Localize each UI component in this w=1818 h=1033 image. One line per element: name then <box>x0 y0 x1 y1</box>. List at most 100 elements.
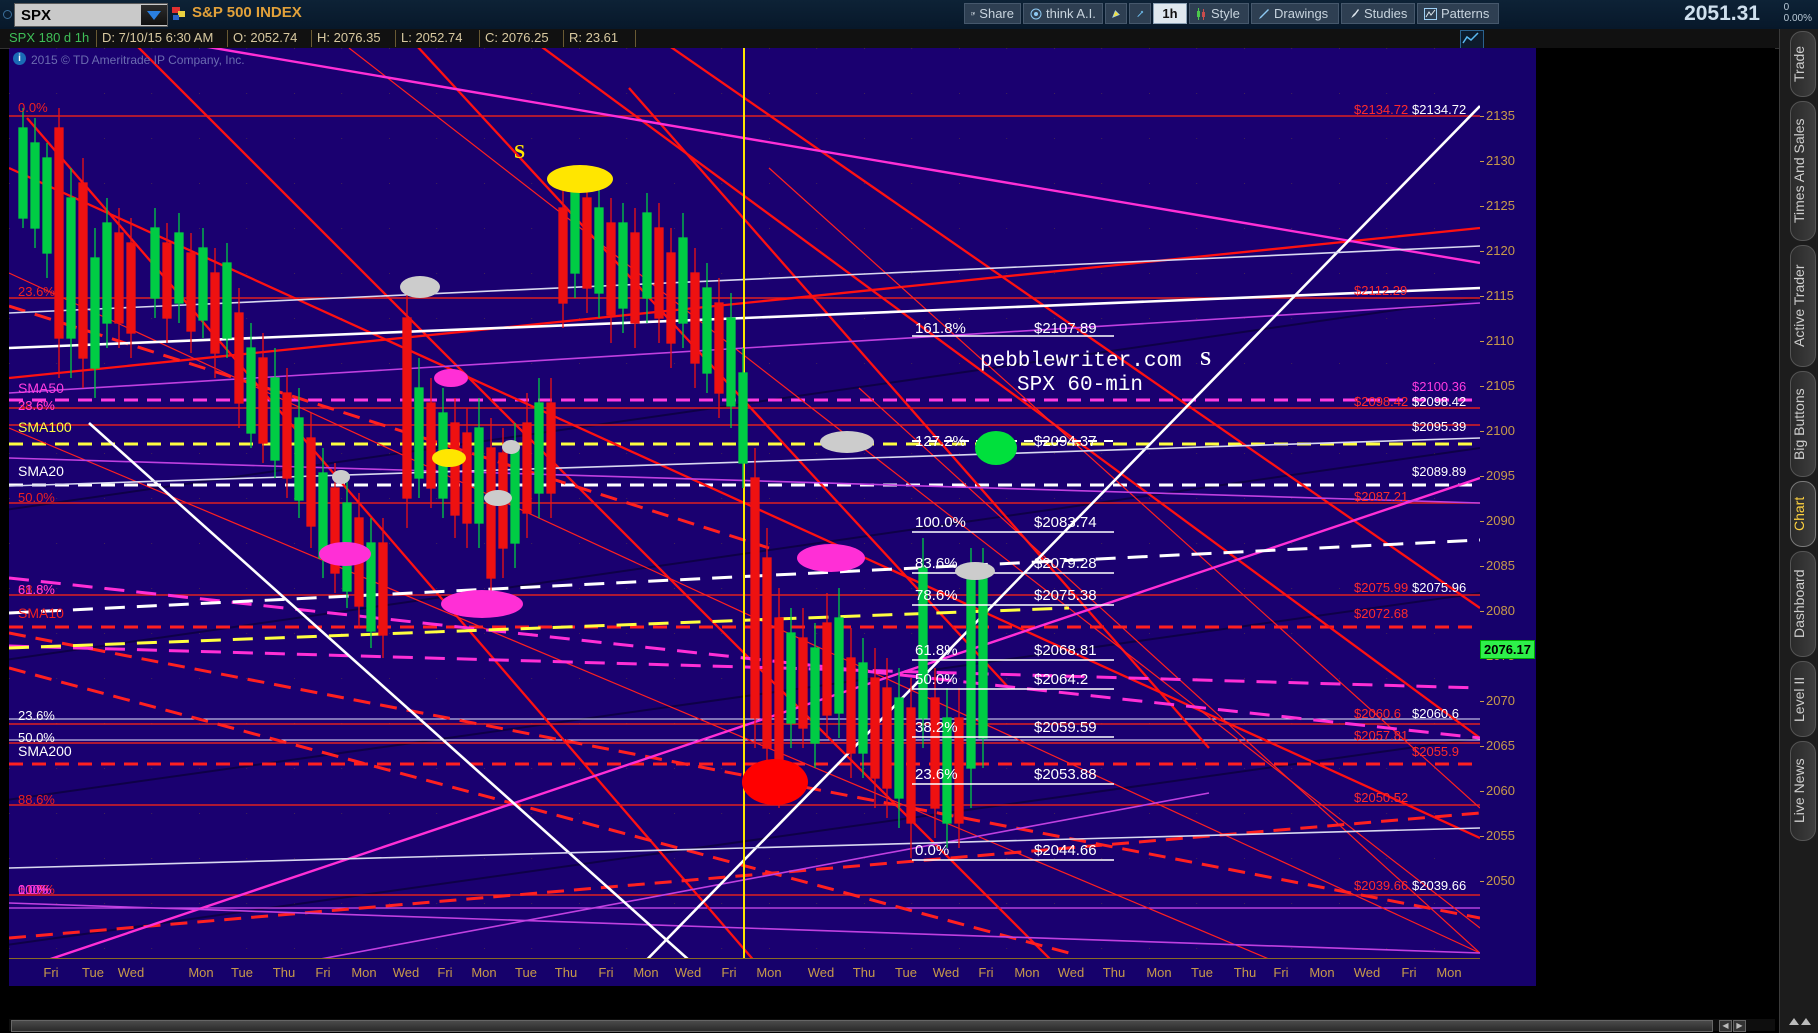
time-tick: Wed <box>674 965 702 980</box>
time-tick: Wed <box>807 965 835 980</box>
right-price-label: $2112.29 <box>1354 283 1408 298</box>
price-tick: 2060 <box>1486 783 1515 798</box>
left-fib-percent-label: 0.0% <box>18 100 48 115</box>
time-tick: Thu <box>1233 965 1257 980</box>
price-plot-area[interactable]: i 2015 © TD Ameritrade IP Company, Inc. … <box>9 48 1480 958</box>
scrollbar-thumb[interactable] <box>11 1020 1713 1032</box>
price-tick: 2055 <box>1486 828 1515 843</box>
think-ai-button[interactable]: think A.I. <box>1023 3 1103 24</box>
price-tick-mark <box>1480 791 1484 792</box>
patterns-button[interactable]: Patterns <box>1417 3 1499 24</box>
share-button[interactable]: Share <box>964 3 1021 24</box>
scroll-left-arrow[interactable]: ◀ <box>1719 1020 1732 1032</box>
right-tab-strip: Trade Times And Sales Active Trader Big But… <box>1779 29 1818 1033</box>
share-label: Share <box>979 6 1014 21</box>
fib-percent-label: 50.0% <box>915 671 958 688</box>
style-label: Style <box>1211 6 1240 21</box>
right-price-label: $2055.9 <box>1412 744 1459 759</box>
left-fib-percent-label: 38.6% <box>18 398 55 413</box>
vtab-dashboard[interactable]: Dashboard <box>1790 551 1816 657</box>
time-tick: Wed <box>932 965 960 980</box>
left-fib-percent-label: 61.8% <box>18 582 55 597</box>
vtab-times-and-sales[interactable]: Times And Sales <box>1790 101 1816 241</box>
time-tick: Wed <box>1057 965 1085 980</box>
drawings-label: Drawings <box>1274 6 1329 21</box>
price-tick-mark <box>1480 341 1484 342</box>
zigzag-icon <box>1424 7 1437 20</box>
symbol-dropdown-button[interactable] <box>141 5 167 25</box>
vtab-level-ii[interactable]: Level II <box>1790 661 1816 737</box>
fib-price-label: $2064.2 <box>1034 671 1089 688</box>
price-tick: 2105 <box>1486 378 1515 393</box>
time-tick: Fri <box>43 965 59 980</box>
scroll-right-arrow[interactable]: ▶ <box>1733 1020 1746 1032</box>
time-tick: Tue <box>895 965 917 980</box>
price-tick: 2115 <box>1486 288 1514 303</box>
chart-settings-icon[interactable] <box>1460 30 1484 49</box>
price-tick: 2130 <box>1486 153 1515 168</box>
left-fib-percent-label: 88.6% <box>18 582 55 597</box>
index-name: S&P 500 INDEX <box>192 4 302 21</box>
s-marker-1: S <box>514 141 526 163</box>
cursor-tool-button[interactable] <box>1105 3 1127 24</box>
right-price-label: $2095.39 <box>1412 419 1467 434</box>
right-price-label: $2060.6 <box>1412 706 1459 721</box>
left-fib-percent-label: 61.8% <box>18 882 55 897</box>
time-tick: Wed <box>117 965 145 980</box>
fib-level-lines <box>912 335 1114 861</box>
target-icon <box>1030 8 1042 19</box>
horizontal-scrollbar[interactable]: ◀ ▶ <box>9 1019 1775 1032</box>
time-axis[interactable]: Fri Tue Wed Mon Tue Thu Fri Mon Wed Fri Mon Tue Thu F… <box>9 958 1480 986</box>
price-tick: 2070 <box>1486 693 1515 708</box>
settings-button[interactable] <box>1129 3 1151 24</box>
instrument-flag-icon <box>172 7 185 20</box>
vtab-trade[interactable]: Trade <box>1790 31 1816 97</box>
drawings-button[interactable]: Drawings <box>1251 3 1339 24</box>
right-price-label: $2134.72 <box>1354 102 1409 117</box>
fib-percent-label: 78.6% <box>915 587 958 604</box>
sma-label: SMA50 <box>18 380 64 396</box>
candlestick-series <box>18 108 988 858</box>
fib-percent-label: 0.0% <box>915 842 950 859</box>
fib-percent-label: 161.8% <box>915 320 966 337</box>
tab-scroll-arrows[interactable] <box>1785 1015 1815 1029</box>
right-price-label: $2057.81 <box>1354 728 1409 743</box>
fib-price-label: $2075.38 <box>1034 587 1097 604</box>
style-button[interactable]: Style <box>1189 3 1249 24</box>
watermark-line-1: pebblewriter.com <box>980 350 1182 373</box>
fib-price-label: $2059.59 <box>1034 719 1097 736</box>
timeframe-button[interactable]: 1h <box>1153 3 1187 24</box>
price-tick: 2125 <box>1486 198 1515 213</box>
left-fib-percent-label: 23.6% <box>18 708 55 723</box>
vtab-chart[interactable]: Chart <box>1790 481 1816 547</box>
info-icon[interactable]: i <box>13 52 26 65</box>
time-tick: Mon <box>1146 965 1172 980</box>
chart-panel[interactable]: i 2015 © TD Ameritrade IP Company, Inc. … <box>9 48 1775 986</box>
right-price-label: $2100.36 <box>1412 379 1467 394</box>
studies-button[interactable]: Studies <box>1341 3 1415 24</box>
time-tick: Wed <box>1353 965 1381 980</box>
right-price-label: $2039.66 <box>1354 878 1409 893</box>
symbol-input[interactable] <box>19 5 135 25</box>
fib-percent-label: 23.6% <box>915 766 958 783</box>
left-fib-percent-label: 88.6% <box>18 792 55 807</box>
price-axis[interactable]: 2135 2130 2125 2120 2115 2110 2105 2100 2095 2090… <box>1480 48 1536 958</box>
vtab-live-news[interactable]: Live News <box>1790 741 1816 841</box>
time-tick: Fri <box>978 965 994 980</box>
fib-price-label: $2068.81 <box>1034 642 1097 659</box>
price-tick-mark <box>1480 836 1484 837</box>
vtab-big-buttons[interactable]: Big Buttons <box>1790 371 1816 477</box>
vtab-active-trader[interactable]: Active Trader <box>1790 245 1816 367</box>
symbol-input-wrap[interactable] <box>14 3 168 27</box>
price-tick-mark <box>1480 206 1484 207</box>
time-tick: Thu <box>554 965 578 980</box>
right-price-label: $2134.72 <box>1412 102 1467 117</box>
think-ai-label: think A.I. <box>1046 6 1096 21</box>
symbol-radio-icon[interactable] <box>3 10 12 19</box>
right-price-label: $2050.52 <box>1354 790 1409 805</box>
price-tick: 2110 <box>1486 333 1514 348</box>
cursor-tool-icon <box>1112 9 1120 18</box>
pencil-icon <box>1259 8 1269 19</box>
sma-label: SMA100 <box>18 419 72 435</box>
right-price-label: $2075.99 <box>1354 580 1409 595</box>
